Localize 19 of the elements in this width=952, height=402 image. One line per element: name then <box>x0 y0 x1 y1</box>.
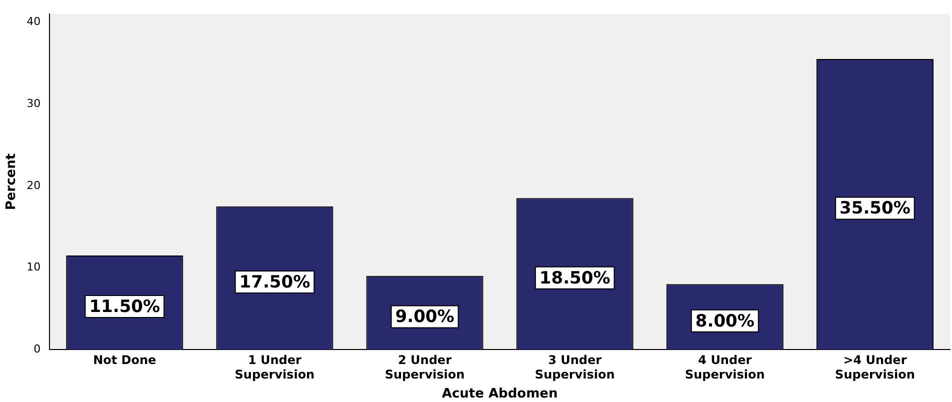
x-axis-title: Acute Abdomen <box>442 386 558 402</box>
x-tick-label: Not Done <box>93 352 156 367</box>
y-tick-label: 10 <box>26 260 41 274</box>
y-tick-label: 30 <box>26 96 41 110</box>
data-label: 35.50% <box>840 198 910 219</box>
x-tick-label: 1 Under Supervision <box>234 352 315 382</box>
data-label: 18.50% <box>539 268 610 288</box>
y-tick-label: 20 <box>26 178 41 192</box>
x-tick-label: 4 Under Supervision <box>684 352 765 382</box>
data-label: 8.00% <box>695 311 754 332</box>
y-axis-title: Percent <box>4 153 20 210</box>
data-label: 11.50% <box>89 296 160 317</box>
x-tick-label: 3 Under Supervision <box>534 352 615 382</box>
y-tick-label: 40 <box>26 15 41 28</box>
x-tick-label: >4 Under Supervision <box>835 352 915 382</box>
data-label: 9.00% <box>395 307 454 328</box>
y-tick-label: 0 <box>34 342 41 356</box>
x-tick-label: 2 Under Supervision <box>384 352 465 382</box>
data-label: 17.50% <box>239 272 310 292</box>
